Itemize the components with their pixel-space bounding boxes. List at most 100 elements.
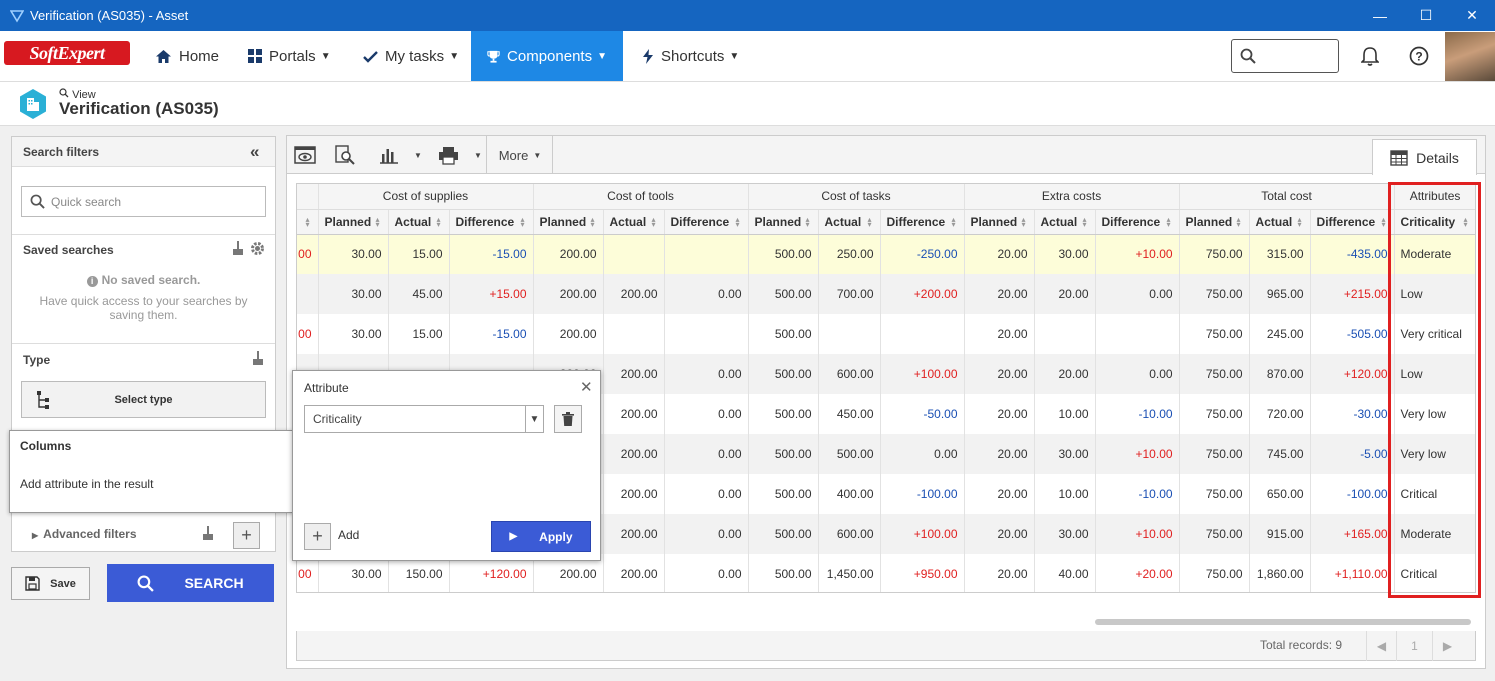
sort-icon[interactable]: ▴ ▾ (867, 214, 872, 229)
advanced-filters-toggle[interactable]: ▶ Advanced filters (32, 527, 137, 541)
table-cell: 0.00 (664, 394, 749, 434)
sort-icon[interactable]: ▴ ▾ (1166, 214, 1171, 229)
column-header[interactable]: Planned ▴ ▾ (964, 209, 1035, 235)
quick-search-input[interactable]: Quick search (21, 186, 266, 217)
column-header[interactable]: Difference ▴ ▾ (880, 209, 965, 235)
sort-icon[interactable]: ▴ ▾ (520, 214, 525, 229)
sort-icon[interactable]: ▴ ▾ (1297, 214, 1302, 229)
sort-icon[interactable]: ▴ ▾ (1082, 214, 1087, 229)
table-cell: 200.00 (603, 434, 665, 474)
table-cell: 500.00 (748, 474, 819, 514)
table-cell: 750.00 (1179, 354, 1250, 394)
previous-page-button[interactable]: ◀ (1366, 631, 1396, 661)
column-header[interactable]: Difference ▴ ▾ (1310, 209, 1395, 235)
broom-icon[interactable] (232, 241, 244, 256)
chart-button[interactable] (375, 136, 403, 174)
sort-icon[interactable]: ▴ ▾ (651, 214, 656, 229)
close-window-button[interactable]: ✕ (1466, 7, 1478, 23)
table-row[interactable]: 00 30.00 15.00 -15.00 200.00 500.00 20.00 750.0… (297, 314, 1475, 354)
minimize-button[interactable]: — (1373, 7, 1387, 24)
brand-logo[interactable]: SoftExpert (4, 41, 130, 65)
maximize-button[interactable]: ☐ (1419, 7, 1433, 23)
column-header[interactable]: Planned ▴ ▾ (748, 209, 819, 235)
sort-icon[interactable]: ▴ ▾ (436, 214, 441, 229)
details-label: Details (1416, 149, 1459, 166)
column-header[interactable]: Actual ▴ ▾ (388, 209, 450, 235)
column-header[interactable]: e▴▾ (297, 209, 319, 235)
table-cell: Moderate (1394, 514, 1475, 554)
sort-icon[interactable]: ▴ ▾ (951, 214, 956, 229)
add-filter-button[interactable]: + (233, 522, 260, 549)
table-row[interactable]: 200.00200.000.00500.00600.00+100.0020.00… (297, 354, 1475, 394)
apply-button[interactable]: ▶ Apply (491, 521, 591, 552)
column-header[interactable]: Planned ▴ ▾ (533, 209, 604, 235)
print-dropdown[interactable]: ▼ (471, 136, 485, 174)
table-cell: Very low (1394, 434, 1475, 474)
column-header[interactable]: Difference ▴ ▾ (1095, 209, 1180, 235)
attribute-select[interactable]: Criticality ▼ (304, 405, 544, 433)
table-cell: 500.00 (818, 434, 881, 474)
table-row[interactable]: 30.00 45.00 +15.00 200.00 200.00 0.00 500.00 70… (297, 274, 1475, 314)
sort-icon[interactable]: ▴ ▾ (735, 214, 740, 229)
column-header[interactable]: Difference ▴ ▾ (449, 209, 534, 235)
column-header[interactable]: Planned ▴ ▾ (318, 209, 389, 235)
sort-icon[interactable]: ▴ ▾ (590, 214, 595, 229)
column-header[interactable]: Criticality ▴ ▾ (1394, 209, 1475, 235)
chart-dropdown[interactable]: ▼ (411, 136, 425, 174)
close-icon[interactable]: ✕ (580, 379, 593, 396)
sort-icon[interactable]: ▴ ▾ (305, 214, 310, 229)
print-button[interactable] (435, 136, 461, 174)
nav-home[interactable]: Home (155, 31, 219, 81)
nav-mytasks[interactable]: My tasks ▼ (363, 31, 459, 81)
table-row[interactable]: 200.00200.000.00500.00450.00-50.0020.001… (297, 394, 1475, 434)
column-header[interactable]: Difference ▴ ▾ (664, 209, 749, 235)
gear-icon[interactable] (250, 241, 265, 256)
column-header-label: Difference (455, 214, 515, 229)
sort-icon[interactable]: ▴ ▾ (375, 214, 380, 229)
window-titlebar: Verification (AS035) - Asset — ☐ ✕ (0, 0, 1495, 31)
help-icon[interactable]: ? (1406, 43, 1432, 69)
sort-icon[interactable]: ▴ ▾ (1463, 214, 1468, 229)
nav-components[interactable]: Components ▼ (471, 31, 623, 81)
results-toolbar: ▼ ▼ More ▼ Details (287, 136, 1485, 175)
global-search-input[interactable] (1231, 39, 1339, 73)
sort-icon[interactable]: ▴ ▾ (1381, 214, 1386, 229)
column-header[interactable]: Actual ▴ ▾ (818, 209, 881, 235)
horizontal-scrollbar[interactable] (1095, 619, 1471, 625)
nav-shortcuts[interactable]: Shortcuts ▼ (642, 31, 739, 81)
save-label: Save (50, 577, 76, 590)
table-cell (664, 234, 749, 274)
nav-portals[interactable]: Portals ▼ (248, 31, 331, 81)
table-cell: 20.00 (1034, 354, 1096, 394)
table-cell (1095, 314, 1180, 354)
table-row[interactable]: 00 30.00 15.00 -15.00 200.00 500.00 250.00 -250… (297, 234, 1475, 274)
next-page-button[interactable]: ▶ (1432, 631, 1462, 661)
caret-down-icon: ▼ (414, 150, 422, 160)
user-avatar[interactable] (1445, 32, 1495, 81)
column-header[interactable]: Actual ▴ ▾ (1249, 209, 1311, 235)
table-cell: 0.00 (880, 434, 965, 474)
save-button[interactable]: Save (11, 567, 90, 600)
broom-icon[interactable] (202, 526, 214, 541)
notifications-bell-icon[interactable] (1357, 43, 1383, 69)
add-attribute-button[interactable]: + (304, 523, 331, 550)
select-type-button[interactable]: Select type (21, 381, 266, 418)
table-cell: 700.00 (818, 274, 881, 314)
sort-icon[interactable]: ▴ ▾ (1236, 214, 1241, 229)
delete-attribute-button[interactable] (554, 405, 582, 433)
table-cell: 200.00 (533, 274, 604, 314)
column-header[interactable]: Planned ▴ ▾ (1179, 209, 1250, 235)
column-header[interactable]: Actual ▴ ▾ (1034, 209, 1096, 235)
advanced-view-button[interactable] (331, 136, 359, 174)
saved-searches-title: Saved searches (23, 243, 114, 257)
chevron-down-icon: ▼ (597, 50, 607, 62)
more-button[interactable]: More ▼ (494, 136, 546, 174)
view-record-button[interactable] (291, 136, 319, 174)
broom-icon[interactable] (252, 351, 264, 366)
sort-icon[interactable]: ▴ ▾ (805, 214, 810, 229)
sort-icon[interactable]: ▴ ▾ (1021, 214, 1026, 229)
column-header[interactable]: Actual ▴ ▾ (603, 209, 665, 235)
tab-details[interactable]: Details (1372, 139, 1477, 175)
search-button[interactable]: SEARCH (107, 564, 274, 602)
collapse-panel-icon[interactable]: « (250, 142, 260, 161)
